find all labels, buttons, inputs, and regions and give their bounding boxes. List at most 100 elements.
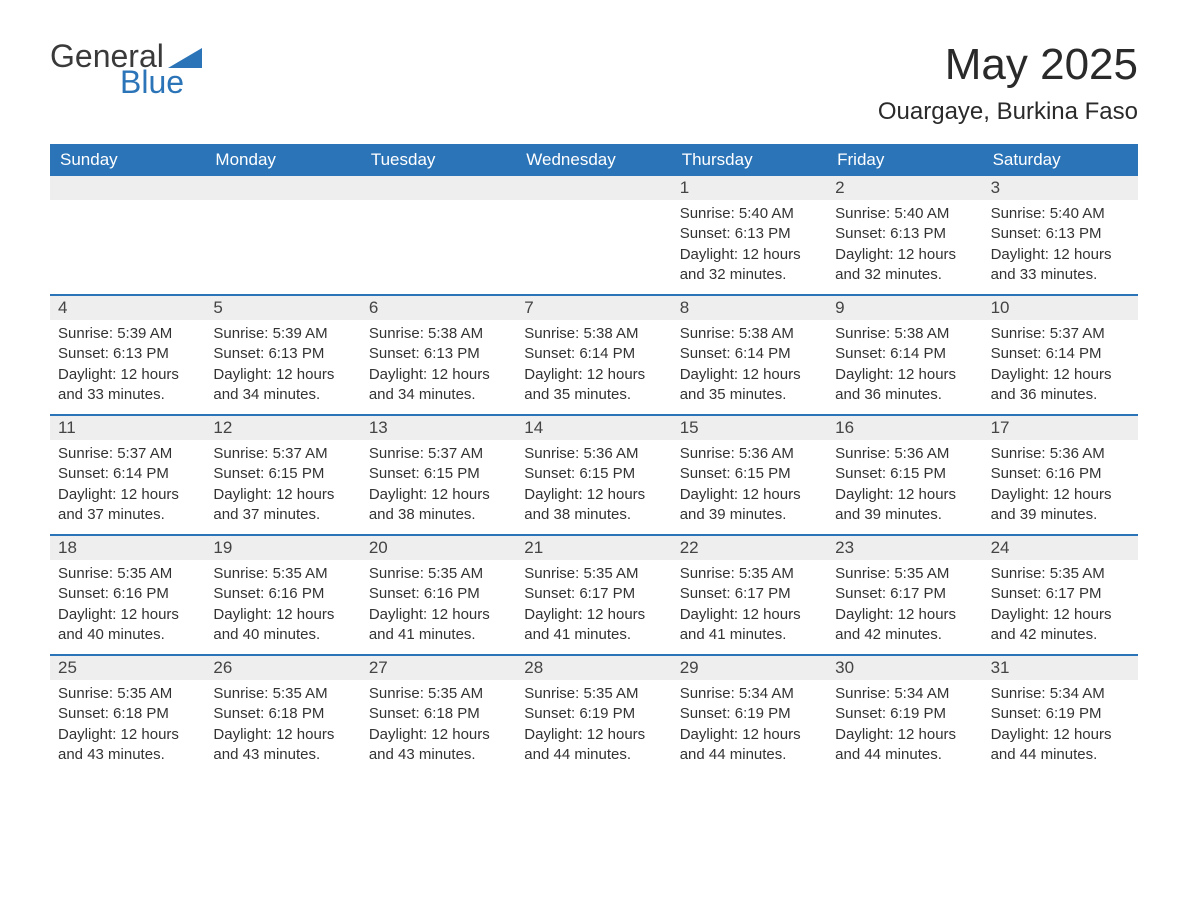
day-details: Sunrise: 5:36 AMSunset: 6:15 PMDaylight:… xyxy=(516,440,671,533)
day-number: 20 xyxy=(361,536,516,560)
sunset-line: Sunset: 6:13 PM xyxy=(369,344,508,364)
sunset-line: Sunset: 6:19 PM xyxy=(680,704,819,724)
day-number: 11 xyxy=(50,416,205,440)
sunset-line: Sunset: 6:15 PM xyxy=(369,464,508,484)
daylight-line: Daylight: 12 hours and 42 minutes. xyxy=(991,605,1130,646)
sunrise-line: Sunrise: 5:36 AM xyxy=(680,444,819,464)
sunset-line: Sunset: 6:16 PM xyxy=(213,584,352,604)
day-number: 18 xyxy=(50,536,205,560)
sunset-line: Sunset: 6:19 PM xyxy=(991,704,1130,724)
day-details: Sunrise: 5:35 AMSunset: 6:16 PMDaylight:… xyxy=(50,560,205,653)
sunset-line: Sunset: 6:13 PM xyxy=(991,224,1130,244)
calendar-cell: 1Sunrise: 5:40 AMSunset: 6:13 PMDaylight… xyxy=(672,176,827,294)
sunrise-line: Sunrise: 5:37 AM xyxy=(991,324,1130,344)
day-details: Sunrise: 5:38 AMSunset: 6:14 PMDaylight:… xyxy=(672,320,827,413)
daylight-line: Daylight: 12 hours and 36 minutes. xyxy=(835,365,974,406)
daylight-line: Daylight: 12 hours and 34 minutes. xyxy=(369,365,508,406)
calendar-cell: 19Sunrise: 5:35 AMSunset: 6:16 PMDayligh… xyxy=(205,536,360,654)
day-number: 14 xyxy=(516,416,671,440)
calendar-cell: 26Sunrise: 5:35 AMSunset: 6:18 PMDayligh… xyxy=(205,656,360,774)
day-details: Sunrise: 5:40 AMSunset: 6:13 PMDaylight:… xyxy=(672,200,827,293)
daylight-line: Daylight: 12 hours and 41 minutes. xyxy=(680,605,819,646)
day-number: 4 xyxy=(50,296,205,320)
dow-label: Friday xyxy=(827,144,982,176)
day-details: Sunrise: 5:36 AMSunset: 6:15 PMDaylight:… xyxy=(672,440,827,533)
sunrise-line: Sunrise: 5:36 AM xyxy=(991,444,1130,464)
sunrise-line: Sunrise: 5:38 AM xyxy=(369,324,508,344)
day-number: 22 xyxy=(672,536,827,560)
day-number: 19 xyxy=(205,536,360,560)
sunrise-line: Sunrise: 5:34 AM xyxy=(680,684,819,704)
calendar-cell: 9Sunrise: 5:38 AMSunset: 6:14 PMDaylight… xyxy=(827,296,982,414)
calendar: SundayMondayTuesdayWednesdayThursdayFrid… xyxy=(50,144,1138,774)
day-details: Sunrise: 5:35 AMSunset: 6:17 PMDaylight:… xyxy=(827,560,982,653)
dow-label: Monday xyxy=(205,144,360,176)
day-details: Sunrise: 5:38 AMSunset: 6:13 PMDaylight:… xyxy=(361,320,516,413)
sunset-line: Sunset: 6:19 PM xyxy=(524,704,663,724)
dow-label: Saturday xyxy=(983,144,1138,176)
sunset-line: Sunset: 6:17 PM xyxy=(680,584,819,604)
day-details: Sunrise: 5:35 AMSunset: 6:17 PMDaylight:… xyxy=(672,560,827,653)
location-subtitle: Ouargaye, Burkina Faso xyxy=(878,98,1138,126)
daylight-line: Daylight: 12 hours and 35 minutes. xyxy=(524,365,663,406)
sunrise-line: Sunrise: 5:35 AM xyxy=(213,684,352,704)
calendar-cell: 28Sunrise: 5:35 AMSunset: 6:19 PMDayligh… xyxy=(516,656,671,774)
dow-label: Thursday xyxy=(672,144,827,176)
calendar-cell: 31Sunrise: 5:34 AMSunset: 6:19 PMDayligh… xyxy=(983,656,1138,774)
day-details: Sunrise: 5:37 AMSunset: 6:14 PMDaylight:… xyxy=(983,320,1138,413)
month-title: May 2025 xyxy=(878,40,1138,90)
calendar-cell: 11Sunrise: 5:37 AMSunset: 6:14 PMDayligh… xyxy=(50,416,205,534)
calendar-cell: 6Sunrise: 5:38 AMSunset: 6:13 PMDaylight… xyxy=(361,296,516,414)
day-number: 10 xyxy=(983,296,1138,320)
sunrise-line: Sunrise: 5:35 AM xyxy=(835,564,974,584)
day-number xyxy=(361,176,516,200)
sunrise-line: Sunrise: 5:38 AM xyxy=(835,324,974,344)
calendar-cell-empty xyxy=(361,176,516,294)
calendar-week: 25Sunrise: 5:35 AMSunset: 6:18 PMDayligh… xyxy=(50,654,1138,774)
calendar-cell: 3Sunrise: 5:40 AMSunset: 6:13 PMDaylight… xyxy=(983,176,1138,294)
sunset-line: Sunset: 6:17 PM xyxy=(835,584,974,604)
sunrise-line: Sunrise: 5:35 AM xyxy=(680,564,819,584)
calendar-cell: 14Sunrise: 5:36 AMSunset: 6:15 PMDayligh… xyxy=(516,416,671,534)
day-number: 2 xyxy=(827,176,982,200)
day-details: Sunrise: 5:39 AMSunset: 6:13 PMDaylight:… xyxy=(50,320,205,413)
day-number xyxy=(50,176,205,200)
sunrise-line: Sunrise: 5:35 AM xyxy=(991,564,1130,584)
day-number: 7 xyxy=(516,296,671,320)
day-number: 30 xyxy=(827,656,982,680)
brand-logo: General Blue xyxy=(50,40,202,98)
daylight-line: Daylight: 12 hours and 44 minutes. xyxy=(991,725,1130,766)
sunset-line: Sunset: 6:18 PM xyxy=(213,704,352,724)
calendar-cell: 13Sunrise: 5:37 AMSunset: 6:15 PMDayligh… xyxy=(361,416,516,534)
day-details: Sunrise: 5:35 AMSunset: 6:17 PMDaylight:… xyxy=(516,560,671,653)
sunrise-line: Sunrise: 5:38 AM xyxy=(680,324,819,344)
sunset-line: Sunset: 6:14 PM xyxy=(991,344,1130,364)
daylight-line: Daylight: 12 hours and 34 minutes. xyxy=(213,365,352,406)
sunrise-line: Sunrise: 5:36 AM xyxy=(524,444,663,464)
day-number: 8 xyxy=(672,296,827,320)
daylight-line: Daylight: 12 hours and 44 minutes. xyxy=(835,725,974,766)
day-details: Sunrise: 5:35 AMSunset: 6:17 PMDaylight:… xyxy=(983,560,1138,653)
day-details: Sunrise: 5:39 AMSunset: 6:13 PMDaylight:… xyxy=(205,320,360,413)
calendar-cell: 24Sunrise: 5:35 AMSunset: 6:17 PMDayligh… xyxy=(983,536,1138,654)
sunset-line: Sunset: 6:13 PM xyxy=(835,224,974,244)
daylight-line: Daylight: 12 hours and 41 minutes. xyxy=(369,605,508,646)
day-number: 9 xyxy=(827,296,982,320)
daylight-line: Daylight: 12 hours and 32 minutes. xyxy=(680,245,819,286)
calendar-cell-empty xyxy=(516,176,671,294)
page-header: General Blue May 2025 Ouargaye, Burkina … xyxy=(50,40,1138,126)
day-number: 23 xyxy=(827,536,982,560)
daylight-line: Daylight: 12 hours and 36 minutes. xyxy=(991,365,1130,406)
day-number: 28 xyxy=(516,656,671,680)
sunrise-line: Sunrise: 5:39 AM xyxy=(213,324,352,344)
daylight-line: Daylight: 12 hours and 40 minutes. xyxy=(213,605,352,646)
sunset-line: Sunset: 6:13 PM xyxy=(213,344,352,364)
day-number: 13 xyxy=(361,416,516,440)
daylight-line: Daylight: 12 hours and 43 minutes. xyxy=(213,725,352,766)
dow-label: Tuesday xyxy=(361,144,516,176)
day-details: Sunrise: 5:40 AMSunset: 6:13 PMDaylight:… xyxy=(983,200,1138,293)
day-number: 31 xyxy=(983,656,1138,680)
sunset-line: Sunset: 6:16 PM xyxy=(991,464,1130,484)
sunset-line: Sunset: 6:15 PM xyxy=(835,464,974,484)
calendar-week: 1Sunrise: 5:40 AMSunset: 6:13 PMDaylight… xyxy=(50,176,1138,294)
